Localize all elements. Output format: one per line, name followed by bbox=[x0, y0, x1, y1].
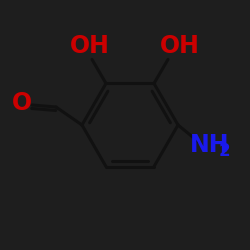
Text: NH: NH bbox=[190, 133, 230, 157]
Text: OH: OH bbox=[70, 34, 110, 58]
Text: O: O bbox=[12, 91, 32, 115]
Text: OH: OH bbox=[160, 34, 200, 58]
Text: 2: 2 bbox=[218, 142, 230, 160]
